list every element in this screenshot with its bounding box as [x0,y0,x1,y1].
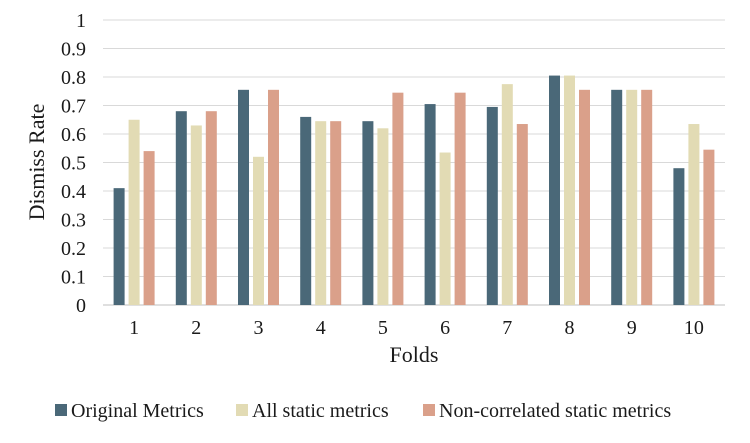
legend-swatch [236,404,248,416]
x-tick-label: 4 [316,317,326,339]
x-axis-title: Folds [390,342,439,367]
bar-3-fold-4 [330,121,342,305]
bar-3-fold-8 [579,89,590,305]
bar-2-fold-9 [626,89,638,305]
bar-2-fold-8 [564,75,575,305]
x-tick-label: 5 [378,317,388,339]
bar-3-fold-7 [516,124,528,306]
y-tick-label: 0.1 [61,267,86,289]
bar-2-fold-2 [190,125,202,305]
x-tick-label: 8 [565,317,575,339]
y-tick-label: 0.2 [61,238,86,260]
x-tick-label: 3 [254,317,264,339]
bar-1-fold-5 [362,121,374,305]
bar-3-fold-1 [143,151,155,305]
bar-1-fold-1 [113,188,125,305]
x-tick-labels: 1 2 3 4 5 6 7 8 9 10 [129,317,704,339]
bar-1-fold-8 [549,75,560,305]
bar-3-fold-3 [268,89,279,305]
y-tick-label: 0.4 [61,181,86,203]
bar-2-fold-4 [315,121,327,305]
bar-2-fold-1 [128,119,140,305]
y-tick-label: 0.7 [61,96,86,118]
bar-2-fold-5 [377,128,389,305]
x-tick-label: 6 [440,317,450,339]
bar-3-fold-5 [392,92,404,305]
bar-3-fold-6 [454,92,466,305]
y-tick-labels: 0 0.1 0.2 0.3 0.4 0.5 0.6 0.7 0.8 0.9 1 [61,10,86,317]
y-tick-label: 0.8 [61,67,86,89]
y-tick-label: 0.5 [61,153,86,175]
legend-label: Original Metrics [71,400,204,422]
y-axis-title: Dismiss Rate [24,104,49,221]
bar-2-fold-6 [439,152,451,305]
x-tick-label: 10 [684,317,704,339]
y-tick-label: 1 [76,10,86,32]
bar-3-fold-9 [641,89,653,305]
bar-1-fold-6 [424,104,436,305]
legend-label: All static metrics [252,400,389,422]
y-tick-label: 0.3 [61,210,86,232]
bar-1-fold-4 [300,116,312,306]
x-tick-label: 2 [191,317,201,339]
legend-swatch [55,404,67,416]
bar-2-fold-10 [688,124,700,306]
y-tick-label: 0.6 [61,124,86,146]
bar-2-fold-3 [253,156,264,305]
bar-1-fold-7 [486,106,498,305]
bars [113,75,715,306]
legend: Original Metrics All static metrics Non-co… [55,400,671,422]
bar-1-fold-3 [238,89,249,305]
x-tick-label: 7 [502,317,512,339]
legend-swatch [423,404,435,416]
x-tick-label: 9 [627,317,637,339]
bar-1-fold-9 [611,89,623,305]
legend-item: Original Metrics [55,400,204,422]
bar-3-fold-10 [703,149,715,305]
legend-item: All static metrics [236,400,389,422]
bar-1-fold-2 [175,111,187,305]
y-tick-label: 0 [76,295,86,317]
legend-item: Non-correlated static metrics [423,400,671,422]
bar-2-fold-7 [501,84,513,305]
bar-1-fold-10 [673,168,685,305]
x-tick-label: 1 [129,317,139,339]
bar-3-fold-2 [205,111,217,305]
y-tick-label: 0.9 [61,39,86,61]
legend-label: Non-correlated static metrics [439,400,671,422]
